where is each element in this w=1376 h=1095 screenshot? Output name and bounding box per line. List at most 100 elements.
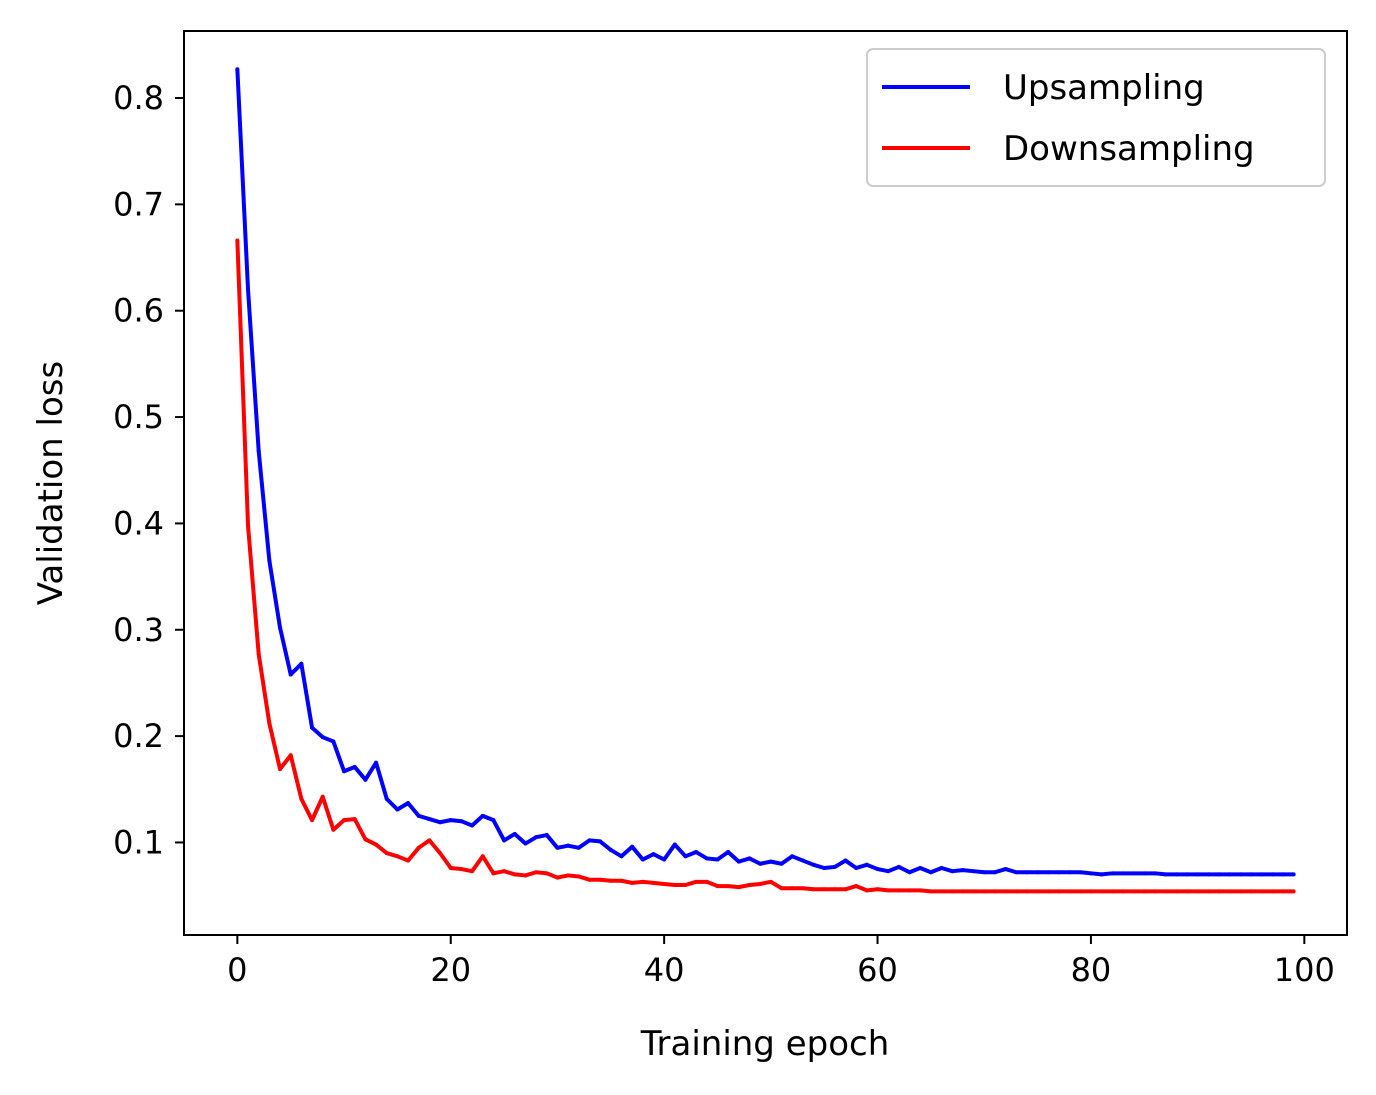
data-point-downsampling [1110, 889, 1115, 894]
data-point-upsampling [438, 820, 443, 825]
data-point-upsampling [843, 858, 848, 863]
y-tick-label: 0.7 [113, 185, 164, 223]
data-point-upsampling [470, 823, 475, 828]
data-point-upsampling [352, 764, 357, 769]
data-point-upsampling [982, 870, 987, 875]
data-point-upsampling [480, 813, 485, 818]
data-point-downsampling [1238, 889, 1243, 894]
data-point-upsampling [246, 287, 251, 292]
data-point-downsampling [1003, 889, 1008, 894]
data-point-upsampling [374, 760, 379, 765]
data-point-upsampling [747, 856, 752, 861]
data-point-downsampling [1035, 889, 1040, 894]
data-point-upsampling [939, 866, 944, 870]
data-point-upsampling [1291, 872, 1296, 877]
data-point-upsampling [619, 854, 624, 859]
data-point-downsampling [523, 873, 528, 878]
data-point-upsampling [854, 866, 859, 870]
data-point-downsampling [320, 794, 325, 799]
data-point-upsampling [310, 725, 315, 730]
data-point-upsampling [726, 850, 731, 855]
data-point-upsampling [320, 735, 325, 740]
data-point-upsampling [502, 838, 507, 843]
data-point-upsampling [256, 449, 261, 454]
data-point-downsampling [630, 880, 635, 885]
data-point-downsampling [342, 818, 347, 823]
data-point-upsampling [1131, 871, 1136, 876]
data-point-downsampling [928, 889, 933, 894]
legend-box [866, 48, 1326, 187]
data-point-downsampling [608, 878, 613, 883]
y-tick-label: 0.1 [113, 823, 164, 861]
data-point-downsampling [1291, 889, 1296, 894]
data-point-downsampling [598, 877, 603, 882]
data-point-downsampling [278, 767, 283, 772]
data-point-downsampling [459, 867, 464, 872]
data-point-upsampling [448, 818, 453, 823]
data-point-upsampling [800, 858, 805, 863]
data-point-downsampling [1227, 889, 1232, 894]
data-point-downsampling [406, 858, 411, 863]
data-point-upsampling [790, 854, 795, 859]
data-point-downsampling [726, 884, 731, 889]
data-point-downsampling [843, 887, 848, 892]
legend-label-downsampling: Downsampling [1003, 129, 1255, 169]
data-point-downsampling [1120, 889, 1125, 894]
data-point-upsampling [1120, 871, 1125, 876]
data-point-downsampling [1088, 889, 1093, 894]
data-point-upsampling [406, 801, 411, 806]
data-point-downsampling [438, 851, 443, 856]
data-point-downsampling [1195, 889, 1200, 894]
data-point-downsampling [715, 884, 720, 889]
data-point-upsampling [587, 838, 592, 843]
data-point-upsampling [1206, 872, 1211, 877]
data-point-downsampling [416, 845, 421, 850]
data-point-downsampling [811, 887, 816, 892]
data-point-downsampling [534, 870, 539, 875]
data-point-upsampling [950, 869, 955, 874]
data-point-upsampling [384, 796, 389, 801]
data-point-downsampling [982, 889, 987, 894]
data-point-downsampling [1099, 889, 1104, 894]
data-point-downsampling [1174, 889, 1179, 894]
data-point-upsampling [1067, 870, 1072, 875]
data-point-upsampling [886, 869, 891, 874]
data-point-downsampling [971, 889, 976, 894]
series-layer [235, 67, 1296, 894]
data-point-downsampling [1280, 889, 1285, 894]
data-point-downsampling [832, 887, 837, 892]
x-axis-label: Training epoch [640, 1024, 890, 1064]
y-tick-label: 0.8 [113, 79, 164, 117]
data-point-upsampling [1046, 870, 1051, 875]
data-point-downsampling [758, 881, 763, 886]
data-point-upsampling [491, 818, 496, 823]
data-point-upsampling [598, 839, 603, 844]
data-point-downsampling [1216, 889, 1221, 894]
data-point-downsampling [768, 879, 773, 884]
data-point-downsampling [331, 827, 336, 832]
data-point-upsampling [1056, 870, 1061, 875]
data-point-downsampling [1163, 889, 1168, 894]
data-point-upsampling [971, 869, 976, 874]
data-point-downsampling [352, 817, 357, 822]
data-point-downsampling [1067, 889, 1072, 894]
data-point-upsampling [640, 857, 645, 862]
series-line-upsampling [235, 69, 1294, 877]
data-point-downsampling [480, 854, 485, 859]
data-point-downsampling [1259, 889, 1264, 894]
data-point-upsampling [1110, 871, 1115, 876]
data-point-downsampling [395, 854, 400, 859]
data-point-upsampling [875, 867, 880, 872]
data-point-upsampling [363, 777, 368, 782]
plot-frame [183, 30, 1348, 936]
data-point-upsampling [704, 856, 709, 861]
data-point-downsampling [907, 888, 912, 893]
data-point-upsampling [1259, 872, 1264, 877]
data-point-downsampling [1248, 889, 1253, 894]
data-point-upsampling [566, 843, 571, 848]
data-point-downsampling [960, 889, 965, 894]
data-point-downsampling [310, 818, 315, 823]
data-point-upsampling [1014, 870, 1019, 875]
data-point-upsampling [523, 841, 528, 846]
data-point-upsampling [918, 866, 923, 870]
